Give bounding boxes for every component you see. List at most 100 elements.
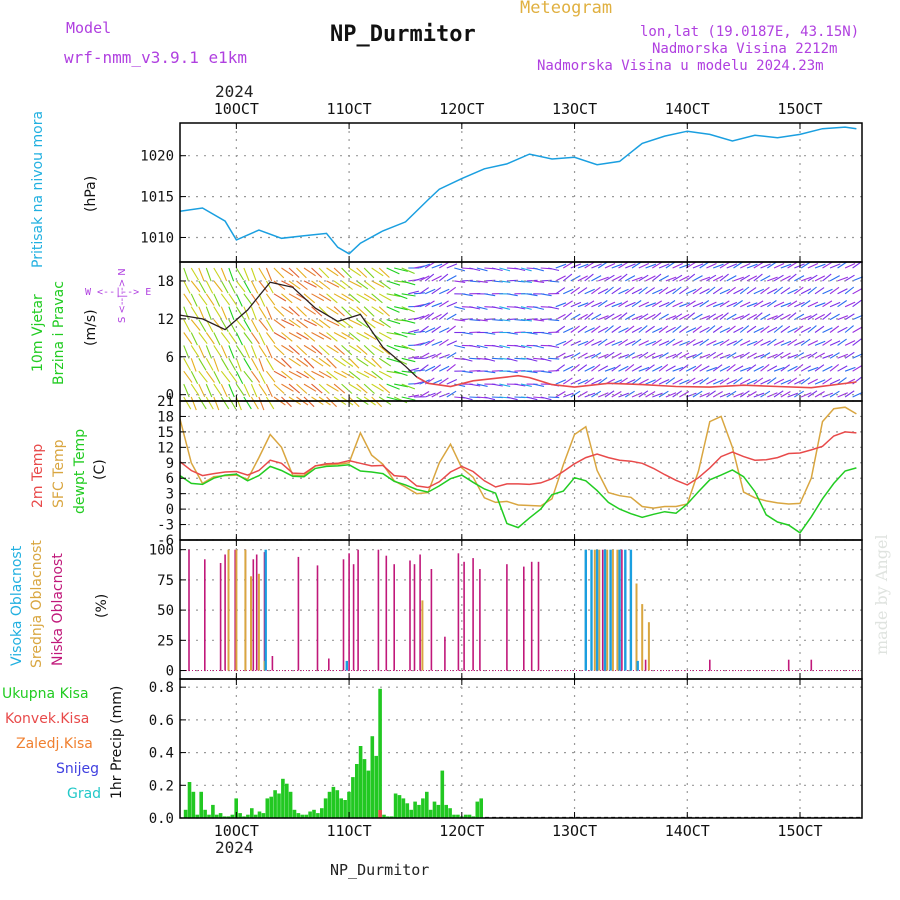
temp-ytick-label-3: 3 [166, 487, 174, 503]
wind-barb [491, 267, 503, 272]
precip-bar-42 [347, 791, 351, 818]
wind-barb [424, 338, 435, 346]
cloud-ytick-label-3: 75 [157, 573, 174, 589]
precip-bar-5 [203, 809, 207, 818]
wind-barb [311, 344, 323, 356]
wind-barb [814, 340, 826, 346]
wind-barb [767, 365, 778, 372]
wind-barb [672, 340, 683, 346]
wind-barb [733, 288, 744, 295]
wind-barb [733, 338, 743, 346]
cloud-low-bar-1 [204, 559, 206, 671]
wind-barb [807, 301, 819, 308]
wind-barb [726, 390, 737, 398]
wind-barb [243, 345, 251, 359]
wind-barb [577, 263, 589, 269]
xaxis-top-label-5: 15OCT [777, 100, 822, 118]
wind-barb [548, 370, 560, 372]
wind-barb [250, 319, 259, 333]
wind-barb [288, 306, 300, 317]
precip-bar-54 [393, 793, 398, 818]
wind-barb [288, 344, 300, 356]
wind-barb [484, 370, 496, 374]
wind-barb [829, 340, 841, 346]
cloud-low-bar-15 [352, 564, 355, 671]
wind-barb [533, 280, 545, 283]
wind-barb [597, 326, 609, 333]
cloud-low-bar-39 [810, 659, 813, 671]
wind-barb [333, 267, 345, 278]
wind-barb [672, 274, 683, 282]
wind-barb [807, 366, 819, 372]
wind-barb [712, 352, 724, 359]
wind-barb [652, 353, 663, 359]
wind-barb [570, 263, 582, 269]
wind-barb [424, 365, 436, 372]
wind-barb [540, 370, 552, 374]
wind-barb [273, 383, 285, 394]
precip-bar-65 [436, 804, 441, 818]
cloud-low-bar-7 [255, 554, 258, 671]
wind-barb [378, 319, 391, 329]
wind-barb [258, 267, 267, 281]
cloud-low-bar-31 [530, 561, 533, 671]
wind-barb [652, 261, 663, 269]
temp-ylabel-2m: 2m Temp [30, 443, 46, 508]
wind-barb [652, 365, 663, 372]
wind-barb [446, 352, 457, 359]
wind-barb [378, 357, 392, 367]
wind-barb [326, 396, 337, 408]
precip-bar-72 [463, 814, 468, 818]
wind-barb [672, 286, 682, 295]
cloud-low-bar-21 [413, 564, 416, 671]
wind-barb [713, 263, 724, 269]
wind-compass-sn: S <--|--> N [117, 268, 128, 323]
wind-barb [371, 396, 383, 408]
wind-barb [198, 319, 207, 332]
wind-barb [837, 365, 848, 372]
pressure-ytick-label-0: 1010 [140, 230, 174, 246]
wind-barb [454, 306, 466, 310]
precip-bar-22 [269, 796, 273, 818]
wind-barb [378, 383, 391, 394]
wind-barb [794, 390, 804, 398]
wind-barb [844, 274, 855, 282]
wind-barb [555, 275, 566, 282]
cloud-high-bar-8 [624, 549, 627, 671]
wind-barb [658, 379, 670, 385]
wind-barb [739, 390, 750, 398]
wind-barb [371, 319, 385, 327]
wind-barb [220, 383, 228, 398]
wind-barb [446, 275, 457, 282]
wind-barb [611, 352, 622, 359]
wind-barb [814, 287, 825, 295]
wind-barb [258, 306, 267, 319]
cloud-mid-bar-0 [227, 549, 230, 671]
wind-barb [461, 370, 473, 374]
wind-barb [378, 267, 390, 278]
cloud-low-bar-20 [409, 560, 411, 671]
wind-barb [378, 332, 392, 340]
wind-barb [794, 325, 804, 333]
wind-barb [303, 396, 315, 408]
cloud-mid-bar-2 [244, 549, 247, 671]
wind-speed-line-weak [416, 374, 857, 389]
wind-barb [733, 261, 744, 269]
wind-barb [584, 312, 594, 321]
cloud-low-bar-11 [316, 565, 319, 671]
wind-barb [625, 263, 636, 269]
wind-barb [265, 396, 275, 410]
wind-barb [604, 340, 616, 346]
wind-barb [814, 302, 826, 308]
wind-barb [386, 331, 401, 336]
wind-barb [386, 357, 401, 363]
wind-barb [213, 345, 222, 358]
wind-barb [570, 301, 582, 308]
wind-barb [591, 340, 602, 346]
wind-barb [548, 306, 560, 310]
wind-barb [773, 286, 784, 295]
wind-barb [692, 352, 703, 359]
wind-barb [378, 370, 392, 379]
wind-barb [303, 280, 317, 288]
wind-barb [401, 267, 415, 275]
